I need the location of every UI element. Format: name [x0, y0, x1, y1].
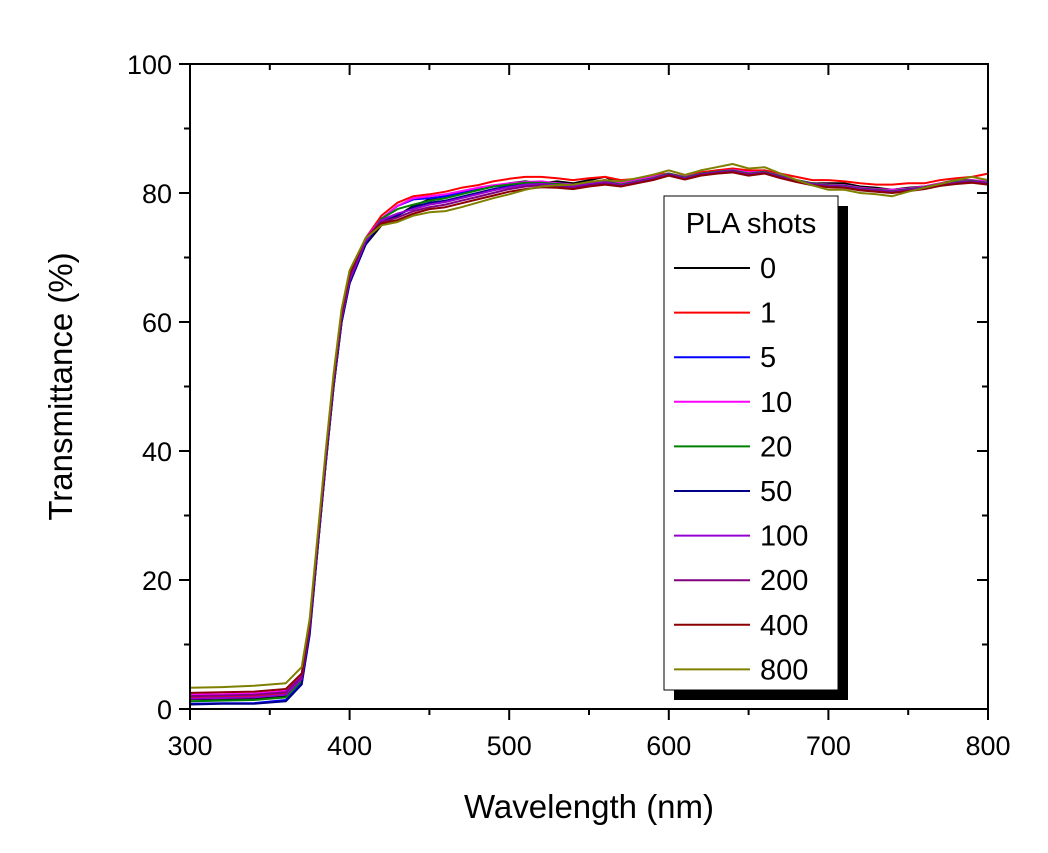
legend-label-5: 5 — [760, 342, 776, 374]
plot-frame — [189, 63, 989, 710]
x-tick-label: 600 — [646, 731, 691, 761]
legend-label-0: 0 — [760, 253, 776, 285]
x-tick-label: 700 — [806, 731, 851, 761]
y-tick-label: 100 — [127, 50, 172, 80]
y-tick-label: 80 — [142, 179, 172, 209]
x-tick-label: 500 — [487, 731, 532, 761]
x-tick-label: 400 — [327, 731, 372, 761]
y-tick-label: 0 — [157, 695, 172, 725]
legend-label-100: 100 — [760, 521, 808, 553]
y-tick-label: 40 — [142, 437, 172, 467]
tick-marks — [179, 63, 989, 720]
legend-label-50: 50 — [760, 476, 792, 508]
legend-label-800: 800 — [760, 654, 808, 686]
legend: PLA shots 0 1 5 10 20 50 100 200 400 800 — [663, 195, 848, 700]
legend-label-200: 200 — [760, 565, 808, 597]
series-line-800 — [189, 163, 989, 689]
legend-label-20: 20 — [760, 431, 792, 463]
x-tick-label: 800 — [965, 731, 1010, 761]
x-tick-label: 300 — [167, 731, 212, 761]
y-tick-label: 60 — [142, 308, 172, 338]
legend-label-1: 1 — [760, 298, 776, 330]
y-axis-title: Transmittance (%) — [42, 252, 79, 520]
legend-box — [663, 195, 839, 691]
legend-label-10: 10 — [760, 387, 792, 419]
legend-title: PLA shots — [686, 208, 817, 240]
legend-label-400: 400 — [760, 610, 808, 642]
y-tick-label: 20 — [142, 566, 172, 596]
legend-items: 0 1 5 10 20 50 100 200 400 800 — [674, 253, 808, 686]
series-lines — [189, 163, 989, 706]
x-axis-title: Wavelength (nm) — [464, 788, 714, 825]
